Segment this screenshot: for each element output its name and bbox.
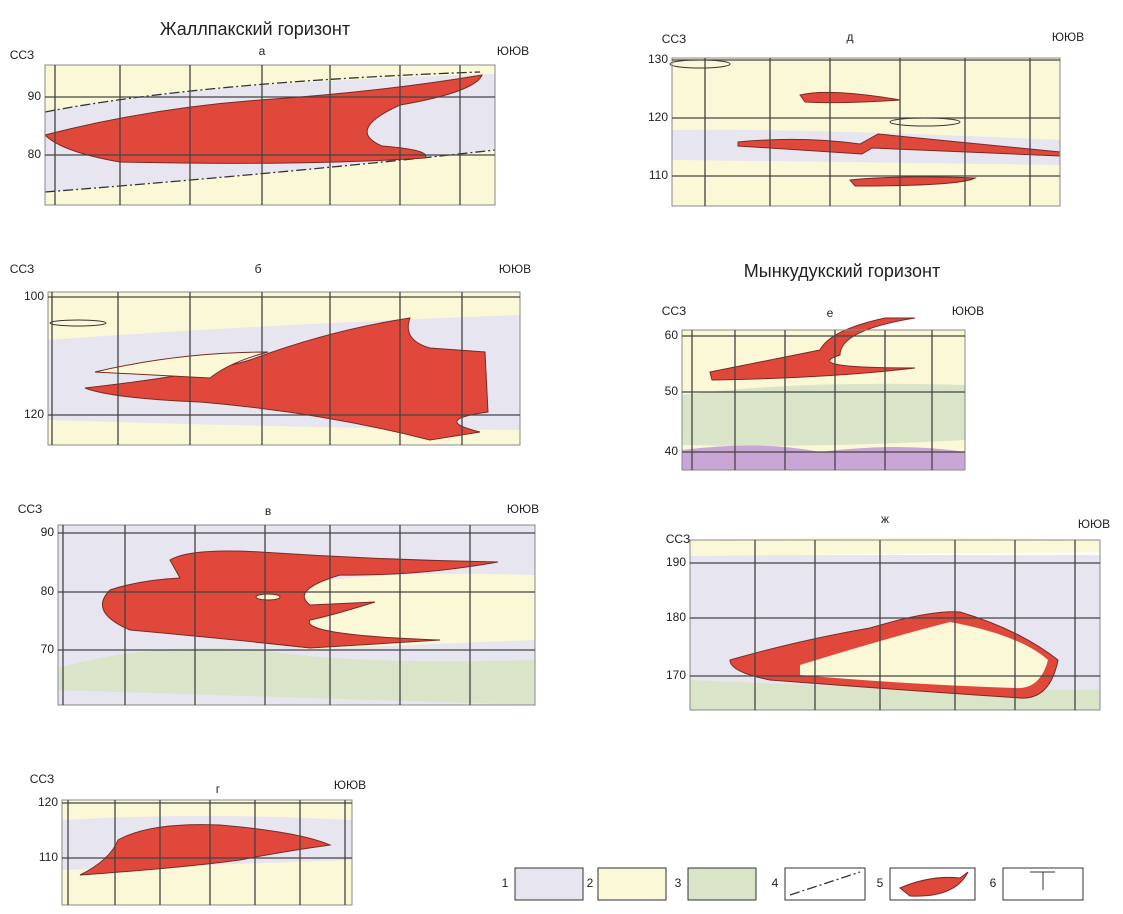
direction-right: ЮЮВ bbox=[952, 304, 984, 318]
section-letter: е bbox=[827, 306, 834, 320]
section-b bbox=[48, 292, 520, 445]
elevation-label: 110 bbox=[649, 168, 668, 182]
elevation-label: 170 bbox=[666, 668, 686, 682]
section-d bbox=[670, 58, 1060, 206]
elevation-label: 120 bbox=[648, 110, 668, 124]
section-letter: г bbox=[216, 782, 221, 796]
legend-number: 6 bbox=[990, 876, 997, 890]
direction-right: ЮЮВ bbox=[499, 262, 531, 276]
direction-left: ССЗ bbox=[10, 48, 34, 62]
elevation-label: 40 bbox=[665, 444, 679, 458]
section-letter: в bbox=[265, 504, 271, 518]
elevation-label: 110 bbox=[39, 850, 58, 864]
direction-right: ЮЮВ bbox=[334, 778, 366, 792]
section-letter: ж bbox=[881, 512, 889, 526]
direction-right: ЮЮВ bbox=[1078, 517, 1110, 531]
figure: Жаллпакский горизонт Мынкудукский горизо… bbox=[0, 0, 1123, 909]
horizon-title: Мынкудукский горизонт bbox=[744, 261, 940, 281]
elevation-label: 180 bbox=[666, 610, 686, 624]
elevation-label: 130 bbox=[648, 52, 668, 66]
elevation-label: 80 bbox=[41, 584, 55, 598]
section-letter: б bbox=[255, 262, 262, 276]
section-g bbox=[62, 800, 352, 905]
direction-left: ССЗ bbox=[662, 32, 686, 46]
elevation-label: 70 bbox=[41, 642, 55, 656]
elevation-label: 90 bbox=[28, 89, 42, 103]
direction-left: ССЗ bbox=[18, 502, 42, 516]
section-v bbox=[58, 525, 535, 705]
legend-number: 3 bbox=[675, 876, 682, 890]
direction-left: ССЗ bbox=[30, 772, 54, 786]
direction-right: ЮЮВ bbox=[507, 502, 539, 516]
direction-right: ЮЮВ bbox=[497, 44, 529, 58]
section-a bbox=[45, 65, 495, 205]
elevation-label: 80 bbox=[28, 147, 42, 161]
horizon-title: Жаллпакский горизонт bbox=[160, 19, 350, 39]
elevation-label: 90 bbox=[41, 525, 55, 539]
elevation-label: 190 bbox=[666, 555, 686, 569]
legend-number: 4 bbox=[772, 876, 779, 890]
elevation-label: 50 bbox=[665, 384, 679, 398]
direction-right: ЮЮВ bbox=[1052, 30, 1084, 44]
legend-number: 2 bbox=[587, 876, 594, 890]
elevation-label: 120 bbox=[24, 407, 44, 421]
section-letter: д bbox=[846, 30, 853, 44]
legend-number: 5 bbox=[877, 876, 884, 890]
section-e bbox=[682, 318, 965, 470]
elevation-label: 100 bbox=[24, 289, 44, 303]
direction-left: ССЗ bbox=[662, 304, 686, 318]
direction-left: ССЗ bbox=[10, 262, 34, 276]
direction-left: ССЗ bbox=[666, 532, 690, 546]
elevation-label: 60 bbox=[665, 328, 679, 342]
section-letter: а bbox=[259, 44, 266, 58]
elevation-label: 120 bbox=[38, 795, 58, 809]
legend-number: 1 bbox=[502, 876, 509, 890]
